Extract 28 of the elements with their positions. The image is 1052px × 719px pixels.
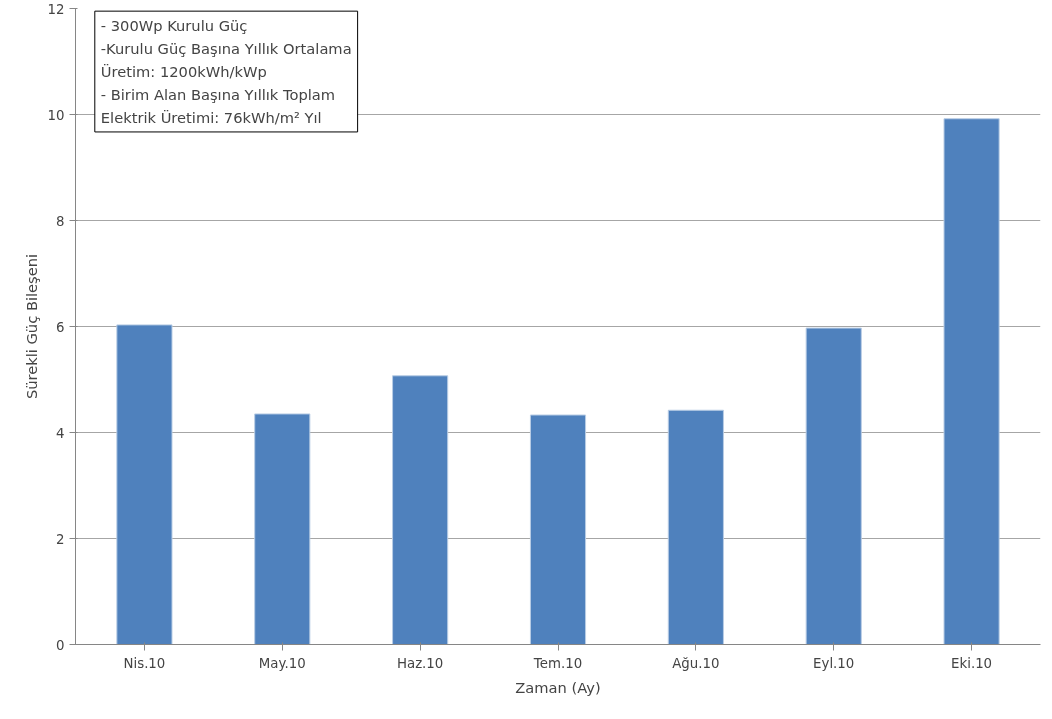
bar xyxy=(667,409,724,645)
bar xyxy=(805,327,862,645)
bar xyxy=(254,413,311,645)
x-tick-label: Eki.10 xyxy=(951,655,993,671)
annotation: - Birim Alan Başına Yıllık Toplam xyxy=(100,86,336,103)
bar xyxy=(392,375,449,645)
annotation: Üretim: 1200kWh/kWp xyxy=(100,63,267,81)
y-tick-label: 8 xyxy=(56,213,65,229)
y-tick-label: 4 xyxy=(56,425,65,441)
x-tick-label: Haz.10 xyxy=(396,655,444,671)
x-tick-label: May.10 xyxy=(258,655,306,671)
y-tick-label: 2 xyxy=(56,531,65,547)
y-tick-label: 10 xyxy=(47,107,65,123)
y-tick-label: 6 xyxy=(56,319,65,335)
x-tick-label: Eyl.10 xyxy=(813,655,855,671)
annotation: Elektrik Üretimi: 76kWh/m² Yıl xyxy=(100,108,322,126)
bar xyxy=(116,324,173,645)
y-axis-title: Sürekli Güç Bileşeni xyxy=(22,253,40,400)
y-tick-label: 0 xyxy=(56,637,65,653)
x-tick-label: Tem.10 xyxy=(532,655,583,671)
x-tick-label: Ağu.10 xyxy=(672,655,720,671)
bar xyxy=(943,118,1000,645)
annotation: - 300Wp Kurulu Güç xyxy=(100,17,248,35)
x-axis-title: Zaman (Ay) xyxy=(515,678,601,696)
bar xyxy=(529,414,587,645)
x-tick-label: Nis.10 xyxy=(123,655,166,671)
y-tick-label: 12 xyxy=(47,1,65,17)
annotation: -Kurulu Güç Başına Yıllık Ortalama xyxy=(100,40,352,58)
